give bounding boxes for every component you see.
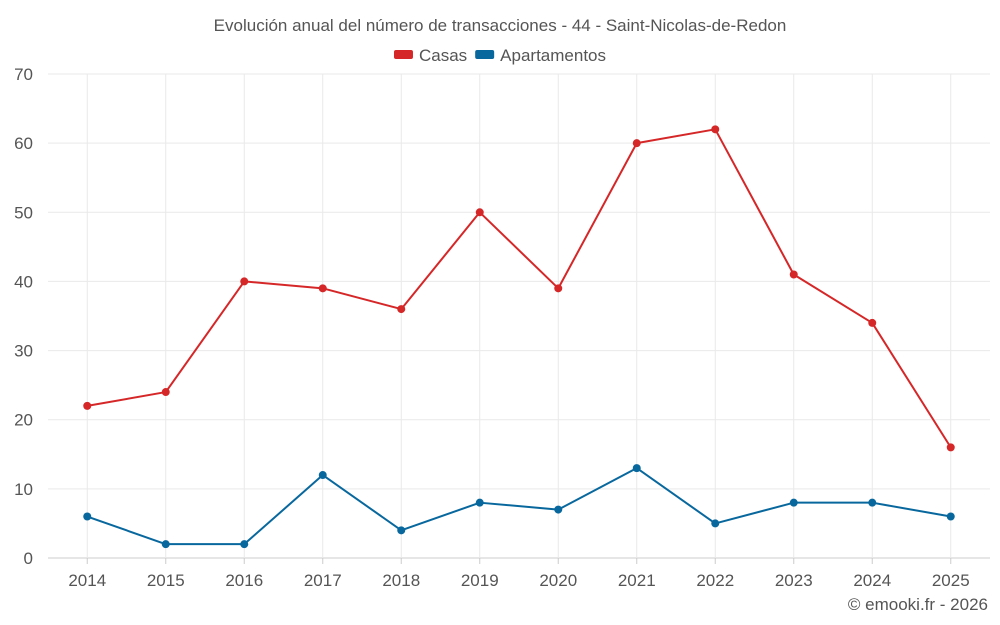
grid bbox=[48, 73, 990, 559]
data-point bbox=[83, 401, 92, 410]
series-layer bbox=[83, 125, 955, 549]
y-tick-label: 20 bbox=[14, 411, 33, 430]
x-tick-label: 2025 bbox=[932, 571, 970, 590]
data-point bbox=[240, 540, 249, 549]
legend-label: Apartamentos bbox=[500, 46, 606, 65]
data-point bbox=[475, 498, 484, 507]
data-point bbox=[789, 498, 798, 507]
legend-item: Apartamentos bbox=[475, 46, 606, 65]
data-point bbox=[161, 388, 170, 397]
data-point bbox=[711, 125, 720, 134]
legend: Casas Apartamentos bbox=[393, 46, 606, 65]
data-point bbox=[83, 512, 92, 521]
y-tick-label: 0 bbox=[24, 549, 33, 568]
x-tick-label: 2018 bbox=[382, 571, 420, 590]
data-point bbox=[946, 443, 955, 452]
data-point bbox=[397, 305, 406, 314]
data-point bbox=[711, 519, 720, 528]
x-tick-label: 2017 bbox=[304, 571, 342, 590]
chart-title: Evolución anual del número de transaccio… bbox=[214, 16, 787, 35]
x-tick-label: 2021 bbox=[618, 571, 656, 590]
x-tick-label: 2020 bbox=[539, 571, 577, 590]
data-point bbox=[946, 512, 955, 521]
legend-swatch bbox=[475, 50, 495, 59]
x-axis: 2014 2015 2016 2017 2018 2019 2020 2021 2022 2023… bbox=[68, 558, 970, 590]
data-point bbox=[632, 464, 641, 473]
data-point bbox=[632, 139, 641, 148]
credit-text: © emooki.fr - 2026 bbox=[848, 595, 988, 614]
legend-item: Casas bbox=[393, 46, 467, 65]
y-tick-label: 50 bbox=[14, 203, 33, 222]
y-tick-label: 10 bbox=[14, 480, 33, 499]
series-line bbox=[87, 128, 952, 448]
data-point bbox=[318, 471, 327, 480]
data-point bbox=[554, 284, 563, 293]
y-tick-label: 40 bbox=[14, 272, 33, 291]
x-tick-label: 2024 bbox=[853, 571, 891, 590]
series-apartamentos bbox=[83, 464, 955, 549]
data-point bbox=[554, 505, 563, 514]
x-tick-label: 2015 bbox=[147, 571, 185, 590]
x-tick-label: 2016 bbox=[225, 571, 263, 590]
x-tick-label: 2022 bbox=[696, 571, 734, 590]
data-point bbox=[475, 208, 484, 217]
data-point bbox=[161, 540, 170, 549]
data-point bbox=[318, 284, 327, 293]
data-point bbox=[868, 318, 877, 327]
series-casas bbox=[83, 125, 955, 452]
data-point bbox=[789, 270, 798, 279]
x-tick-label: 2019 bbox=[461, 571, 499, 590]
data-point bbox=[240, 277, 249, 286]
legend-swatch bbox=[393, 50, 413, 59]
y-tick-label: 60 bbox=[14, 134, 33, 153]
x-tick-label: 2014 bbox=[68, 571, 106, 590]
series-line bbox=[86, 467, 951, 546]
x-tick-label: 2023 bbox=[775, 571, 813, 590]
y-tick-label: 70 bbox=[14, 65, 33, 84]
data-point bbox=[397, 526, 406, 535]
y-tick-label: 30 bbox=[14, 342, 33, 361]
data-point bbox=[868, 498, 877, 507]
y-axis: 0 10 20 30 40 50 60 70 bbox=[14, 65, 33, 568]
legend-label: Casas bbox=[419, 46, 467, 65]
